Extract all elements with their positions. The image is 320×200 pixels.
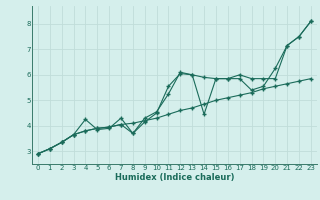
X-axis label: Humidex (Indice chaleur): Humidex (Indice chaleur)	[115, 173, 234, 182]
